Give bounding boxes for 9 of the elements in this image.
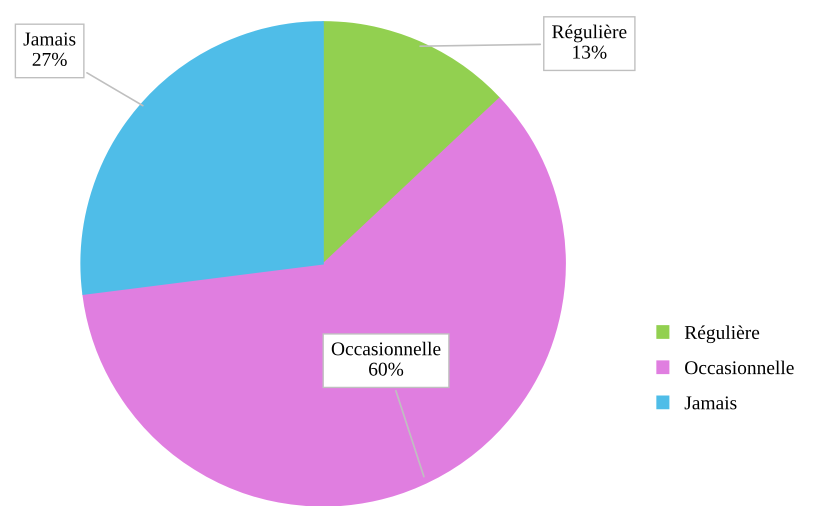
legend-label: Occasionnelle (685, 360, 794, 374)
slice-label: Occasionnelle (332, 342, 440, 356)
legend-label: Jamais (684, 396, 736, 410)
data-label: 60% (369, 362, 404, 376)
data-label: 27% (32, 52, 67, 66)
data-label: 13% (573, 46, 606, 59)
slice-label: Régulière (552, 24, 626, 42)
legend-label: Régulière (684, 325, 760, 344)
slice-label: Jamais (24, 32, 76, 46)
